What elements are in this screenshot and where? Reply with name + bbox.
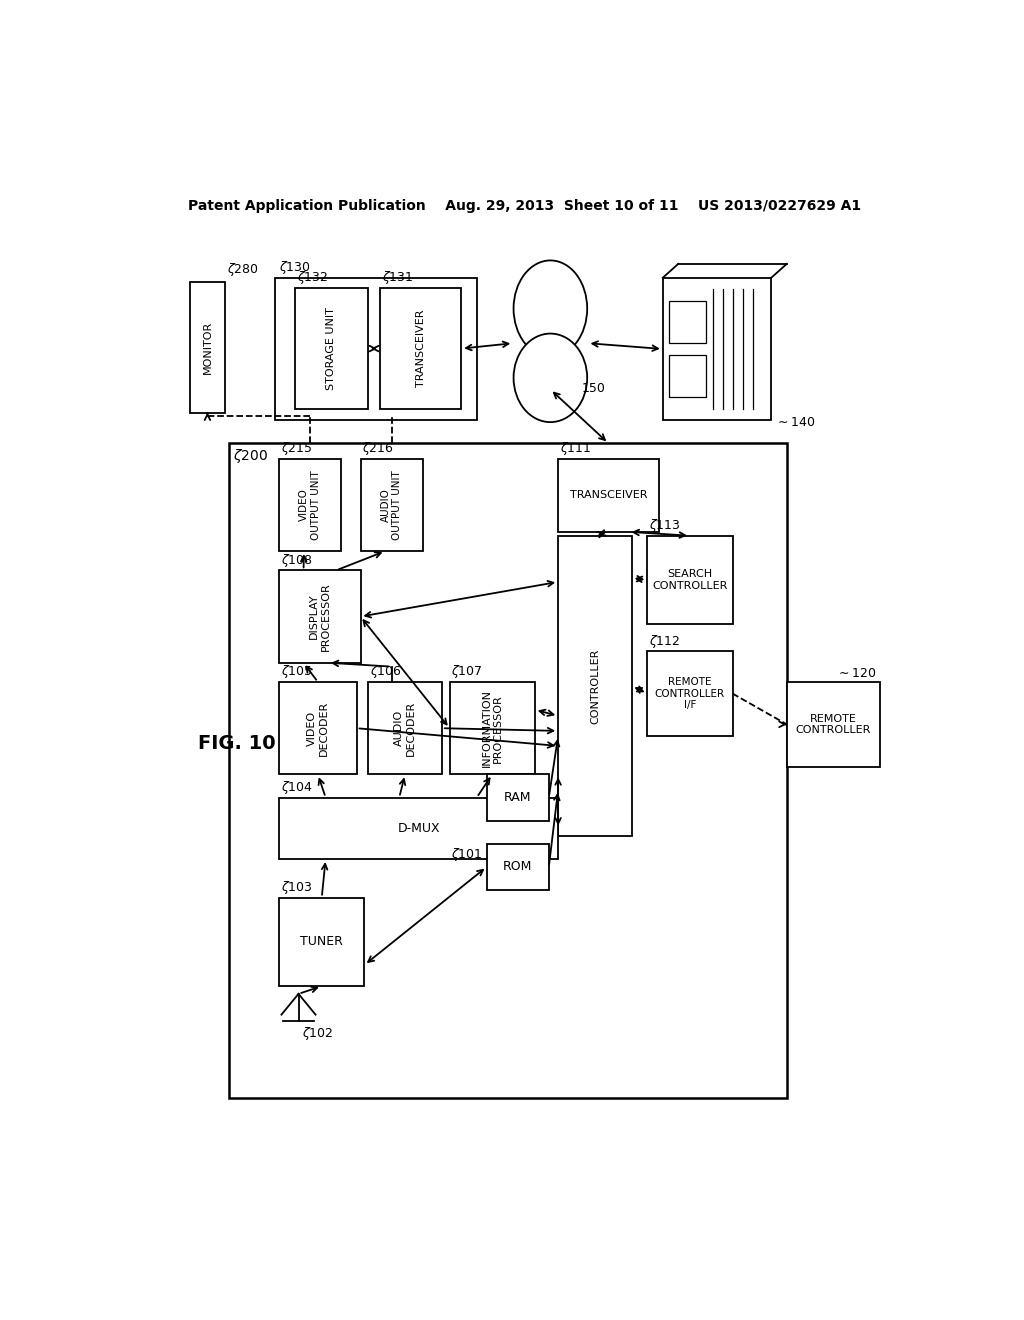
Text: FIG. 10: FIG. 10 [198, 734, 275, 754]
Text: $\zeta$132: $\zeta$132 [297, 269, 329, 286]
Text: $\zeta$105: $\zeta$105 [281, 664, 312, 681]
Text: $\zeta$113: $\zeta$113 [649, 517, 681, 535]
Bar [280, 898, 365, 986]
Text: AUDIO
DECODER: AUDIO DECODER [394, 701, 416, 756]
Text: $\zeta$216: $\zeta$216 [362, 440, 394, 457]
Text: DISPLAY
PROCESSOR: DISPLAY PROCESSOR [309, 582, 331, 651]
Text: 150: 150 [582, 381, 605, 395]
Text: $\zeta$280: $\zeta$280 [227, 261, 259, 277]
Text: $\zeta$200: $\zeta$200 [232, 447, 267, 465]
Bar [295, 288, 369, 409]
Text: VIDEO
DECODER: VIDEO DECODER [307, 701, 329, 756]
Bar [280, 682, 356, 775]
Bar [486, 775, 549, 821]
Bar [647, 536, 732, 624]
Text: $\zeta$104: $\zeta$104 [281, 779, 312, 796]
Bar [786, 682, 880, 767]
Text: $\zeta$106: $\zeta$106 [370, 664, 401, 681]
Ellipse shape [514, 334, 587, 422]
Text: $\zeta$130: $\zeta$130 [280, 259, 311, 276]
Text: STORAGE UNIT: STORAGE UNIT [327, 308, 337, 389]
Text: $\sim$120: $\sim$120 [836, 668, 876, 681]
Bar [190, 281, 225, 413]
Text: $\zeta$131: $\zeta$131 [382, 269, 414, 286]
Text: $\zeta$112: $\zeta$112 [649, 632, 680, 649]
Text: MONITOR: MONITOR [203, 321, 212, 374]
Text: $\zeta$103: $\zeta$103 [281, 879, 312, 896]
Bar [558, 459, 658, 532]
Ellipse shape [514, 260, 587, 356]
Bar [380, 288, 461, 409]
Bar [280, 459, 341, 552]
Bar [369, 682, 442, 775]
Text: INFORMATION
PROCESSOR: INFORMATION PROCESSOR [481, 689, 503, 767]
Bar [360, 459, 423, 552]
Text: REMOTE
CONTROLLER: REMOTE CONTROLLER [796, 714, 871, 735]
Text: $\zeta$107: $\zeta$107 [452, 664, 482, 681]
Text: RAM: RAM [504, 791, 531, 804]
Bar [450, 682, 535, 775]
Bar [663, 277, 771, 420]
Bar [558, 536, 632, 836]
Text: SEARCH
CONTROLLER: SEARCH CONTROLLER [652, 569, 728, 591]
Text: TRANSCEIVER: TRANSCEIVER [416, 310, 426, 387]
Text: ROM: ROM [503, 861, 532, 874]
Text: D-MUX: D-MUX [397, 822, 440, 834]
Text: TUNER: TUNER [300, 936, 343, 948]
Text: $\zeta$215: $\zeta$215 [281, 440, 312, 457]
Text: $\zeta$108: $\zeta$108 [281, 552, 312, 569]
Bar [669, 301, 707, 343]
Text: REMOTE
CONTROLLER
I/F: REMOTE CONTROLLER I/F [654, 677, 725, 710]
Text: $\zeta$102: $\zeta$102 [302, 1024, 334, 1041]
Text: CONTROLLER: CONTROLLER [590, 648, 600, 723]
Bar [280, 797, 558, 859]
Bar [228, 444, 786, 1098]
Text: VIDEO
OUTPUT UNIT: VIDEO OUTPUT UNIT [299, 470, 321, 540]
Text: $\zeta$101: $\zeta$101 [452, 846, 483, 863]
Text: Patent Application Publication    Aug. 29, 2013  Sheet 10 of 11    US 2013/02276: Patent Application Publication Aug. 29, … [188, 199, 861, 213]
Text: AUDIO
OUTPUT UNIT: AUDIO OUTPUT UNIT [381, 470, 402, 540]
Bar [669, 355, 707, 397]
Bar [647, 651, 732, 737]
Text: $\zeta$111: $\zeta$111 [560, 440, 591, 457]
Text: $\sim$140: $\sim$140 [775, 416, 815, 429]
Bar [486, 843, 549, 890]
Bar [280, 570, 360, 663]
Bar [275, 277, 477, 420]
Text: TRANSCEIVER: TRANSCEIVER [569, 490, 647, 500]
